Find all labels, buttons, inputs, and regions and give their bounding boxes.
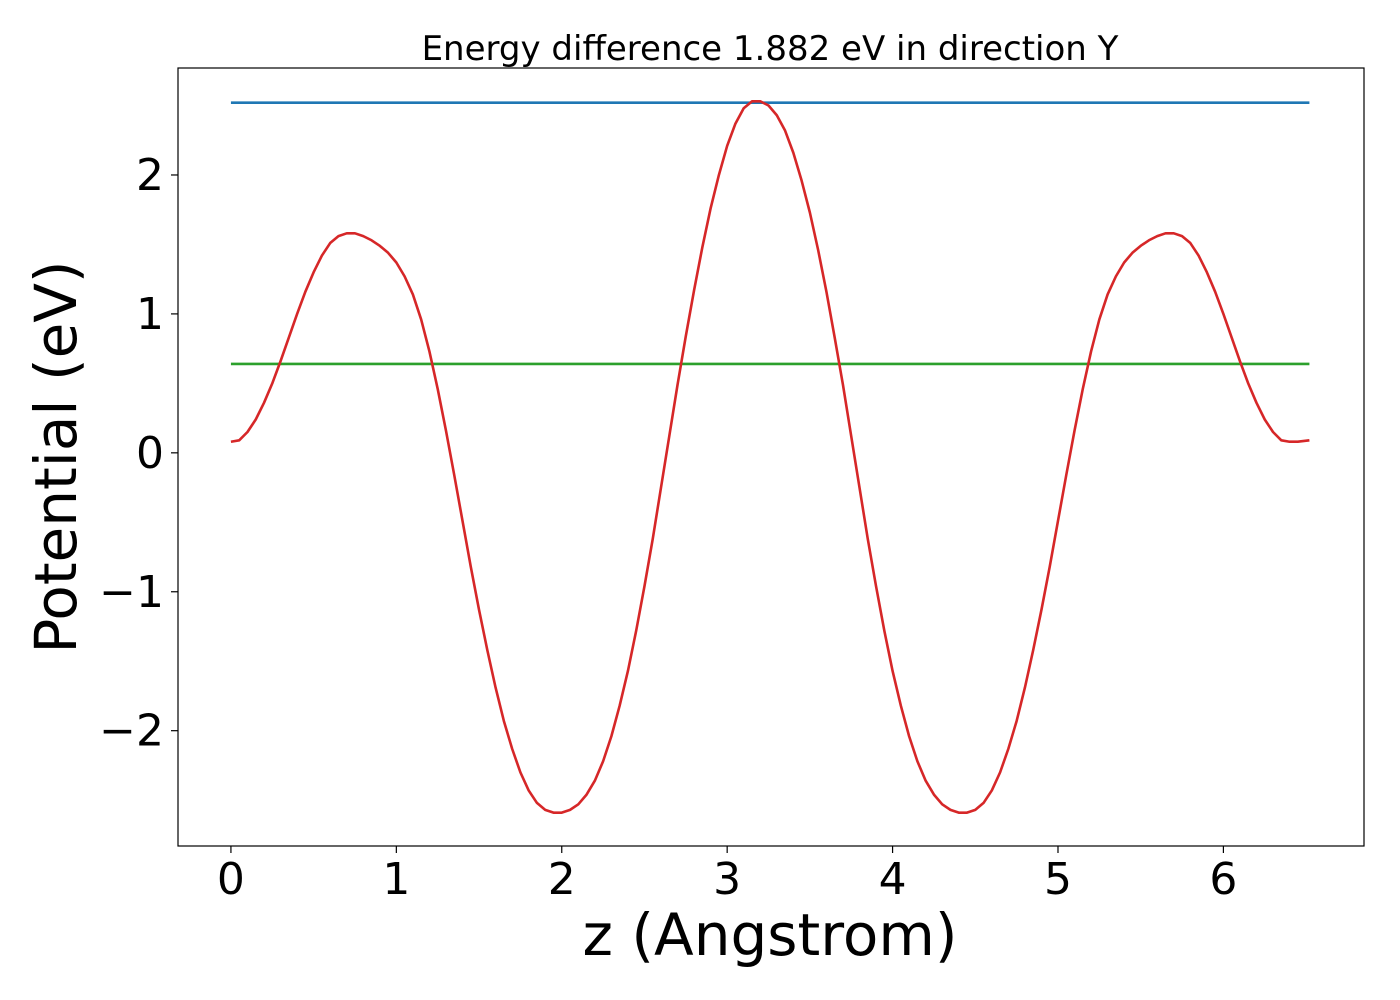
chart-title: Energy difference 1.882 eV in direction …: [422, 29, 1119, 69]
x-tick-label-3: 3: [713, 854, 741, 905]
y-tick-label-1: −1: [99, 567, 164, 618]
y-tick-label-4: 2: [136, 150, 164, 201]
series-line-3: [230, 100, 1310, 814]
y-tick-label-3: 1: [136, 289, 164, 340]
x-tick-label-6: 6: [1209, 854, 1237, 905]
x-tick-label-4: 4: [879, 854, 907, 905]
y-tick-label-0: −2: [99, 706, 164, 757]
x-tick-label-1: 1: [382, 854, 410, 905]
x-tick-label-2: 2: [548, 854, 576, 905]
x-axis-label: z (Angstrom): [583, 901, 958, 969]
y-axis-ticks: −2 −1 0 1 2: [99, 150, 178, 757]
y-tick-label-2: 0: [136, 428, 164, 479]
x-axis-ticks: 0 1 2 3 4 5 6: [217, 846, 1237, 905]
x-tick-label-5: 5: [1044, 854, 1072, 905]
x-tick-label-0: 0: [217, 854, 245, 905]
series-layer: [230, 100, 1310, 814]
y-axis-label: Potential (eV): [22, 260, 90, 653]
plot-frame: [177, 67, 1365, 847]
